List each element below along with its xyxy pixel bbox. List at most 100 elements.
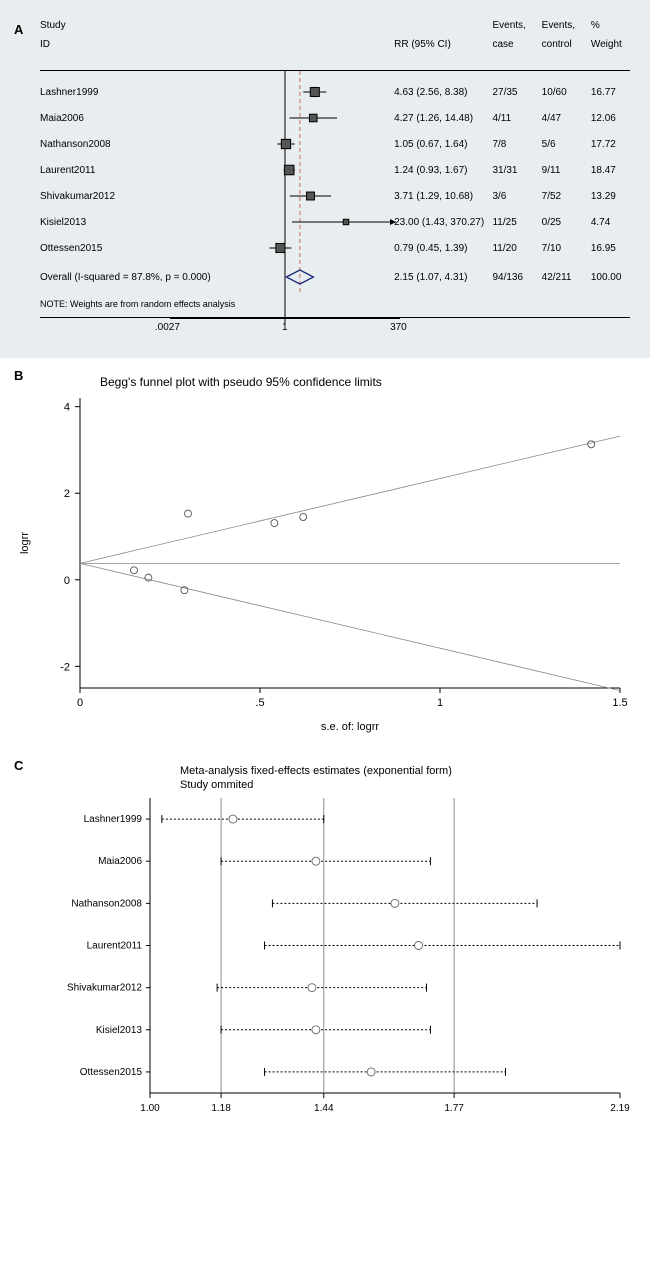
events-case: 4/11	[492, 113, 541, 124]
events-case: 27/35	[492, 87, 541, 98]
forest-note: NOTE: Weights are from random effects an…	[40, 293, 640, 309]
hdr-evt-ctrl2: control	[542, 39, 591, 50]
weight: 16.95	[591, 243, 640, 254]
svg-text:1.18: 1.18	[211, 1103, 231, 1114]
rr-ci: 4.27 (1.26, 14.48)	[394, 113, 492, 124]
influence-study: Lashner1999	[84, 814, 143, 825]
svg-text:4: 4	[64, 402, 70, 414]
forest-header: Study ID RR (95% CI) Events, case Events…	[10, 10, 640, 70]
forest-row: Shivakumar2012 3.71 (1.29, 10.68) 3/6 7/…	[40, 183, 640, 209]
events-control: 10/60	[542, 87, 591, 98]
overall-ctrl: 42/211	[542, 272, 591, 283]
funnel-plot-svg: Begg's funnel plot with pseudo 95% confi…	[10, 368, 640, 738]
influence-point	[367, 1068, 375, 1076]
funnel-point	[131, 567, 138, 574]
hdr-evt-ctrl1: Events,	[542, 20, 591, 31]
events-case: 11/20	[492, 243, 541, 254]
events-case: 7/8	[492, 139, 541, 150]
funnel-title: Begg's funnel plot with pseudo 95% confi…	[100, 375, 382, 389]
forest-axis: .0027 1 370	[40, 318, 630, 348]
influence-point	[415, 942, 423, 950]
study-name: Maia2006	[40, 113, 168, 124]
influence-study: Nathanson2008	[71, 898, 142, 909]
panel-a: A Study ID RR (95% CI) Events, case Even…	[0, 0, 650, 358]
forest-overall-row: Overall (I-squared = 87.8%, p = 0.000) 2…	[40, 261, 640, 293]
study-name: Laurent2011	[40, 165, 168, 176]
hdr-pct: %	[591, 20, 640, 31]
svg-text:1.77: 1.77	[444, 1103, 464, 1114]
panel-a-label: A	[14, 22, 23, 37]
weight: 16.77	[591, 87, 640, 98]
svg-text:0: 0	[77, 697, 83, 709]
influence-point	[308, 984, 316, 992]
influence-plot-svg: Meta-analysis fixed-effects estimates (e…	[10, 758, 640, 1128]
svg-text:1.44: 1.44	[314, 1103, 334, 1114]
panel-c-label: C	[14, 758, 23, 773]
panel-b: B Begg's funnel plot with pseudo 95% con…	[0, 358, 650, 748]
influence-point	[229, 815, 237, 823]
influence-study: Maia2006	[98, 856, 142, 867]
influence-study: Shivakumar2012	[67, 983, 142, 994]
funnel-point	[271, 520, 278, 527]
weight: 17.72	[591, 139, 640, 150]
hdr-study: Study	[40, 20, 168, 31]
influence-title1: Meta-analysis fixed-effects estimates (e…	[180, 765, 452, 777]
study-name: Ottessen2015	[40, 243, 168, 254]
rr-ci: 0.79 (0.45, 1.39)	[394, 243, 492, 254]
influence-point	[312, 1026, 320, 1034]
events-case: 11/25	[492, 217, 541, 228]
forest-row: Maia2006 4.27 (1.26, 14.48) 4/11 4/47 12…	[40, 105, 640, 131]
forest-row: Nathanson2008 1.05 (0.67, 1.64) 7/8 5/6 …	[40, 131, 640, 157]
influence-study: Kisiel2013	[96, 1025, 143, 1036]
funnel-xlabel: s.e. of: logrr	[321, 721, 379, 733]
forest-row: Lashner1999 4.63 (2.56, 8.38) 27/35 10/6…	[40, 79, 640, 105]
funnel-point	[588, 441, 595, 448]
svg-text:1.00: 1.00	[140, 1103, 160, 1114]
svg-text:1.5: 1.5	[612, 697, 627, 709]
forest-row: Laurent2011 1.24 (0.93, 1.67) 31/31 9/11…	[40, 157, 640, 183]
weight: 12.06	[591, 113, 640, 124]
rr-ci: 4.63 (2.56, 8.38)	[394, 87, 492, 98]
study-name: Lashner1999	[40, 87, 168, 98]
overall-wt: 100.00	[591, 272, 640, 283]
influence-point	[391, 899, 399, 907]
influence-study: Laurent2011	[87, 941, 143, 952]
influence-point	[312, 857, 320, 865]
events-control: 7/52	[542, 191, 591, 202]
weight: 4.74	[591, 217, 640, 228]
influence-study: Ottessen2015	[80, 1067, 143, 1078]
funnel-point	[300, 514, 307, 521]
rr-ci: 23.00 (1.43, 370.27)	[394, 217, 492, 228]
svg-text:1: 1	[437, 697, 443, 709]
study-name: Kisiel2013	[40, 217, 168, 228]
forest-row: Kisiel2013 23.00 (1.43, 370.27) 11/25 0/…	[40, 209, 640, 235]
forest-body: Lashner1999 4.63 (2.56, 8.38) 27/35 10/6…	[10, 71, 640, 317]
svg-text:.5: .5	[255, 697, 264, 709]
svg-text:2.19: 2.19	[610, 1103, 630, 1114]
svg-text:0: 0	[64, 575, 70, 587]
study-name: Shivakumar2012	[40, 191, 168, 202]
funnel-point	[185, 510, 192, 517]
forest-row: Ottessen2015 0.79 (0.45, 1.39) 11/20 7/1…	[40, 235, 640, 261]
rr-ci: 1.05 (0.67, 1.64)	[394, 139, 492, 150]
hdr-id: ID	[40, 39, 168, 50]
rr-ci: 1.24 (0.93, 1.67)	[394, 165, 492, 176]
events-case: 31/31	[492, 165, 541, 176]
events-case: 3/6	[492, 191, 541, 202]
svg-text:2: 2	[64, 488, 70, 500]
events-control: 9/11	[542, 165, 591, 176]
weight: 13.29	[591, 191, 640, 202]
overall-rr: 2.15 (1.07, 4.31)	[394, 272, 492, 283]
hdr-rr: RR (95% CI)	[394, 39, 492, 50]
overall-case: 94/136	[492, 272, 541, 283]
influence-title2: Study ommited	[180, 779, 253, 791]
svg-text:-2: -2	[60, 661, 70, 673]
weight: 18.47	[591, 165, 640, 176]
events-control: 0/25	[542, 217, 591, 228]
hdr-weight: Weight	[591, 39, 640, 50]
events-control: 7/10	[542, 243, 591, 254]
hdr-evt-case1: Events,	[492, 20, 541, 31]
panel-b-label: B	[14, 368, 23, 383]
study-name: Nathanson2008	[40, 139, 168, 150]
events-control: 5/6	[542, 139, 591, 150]
